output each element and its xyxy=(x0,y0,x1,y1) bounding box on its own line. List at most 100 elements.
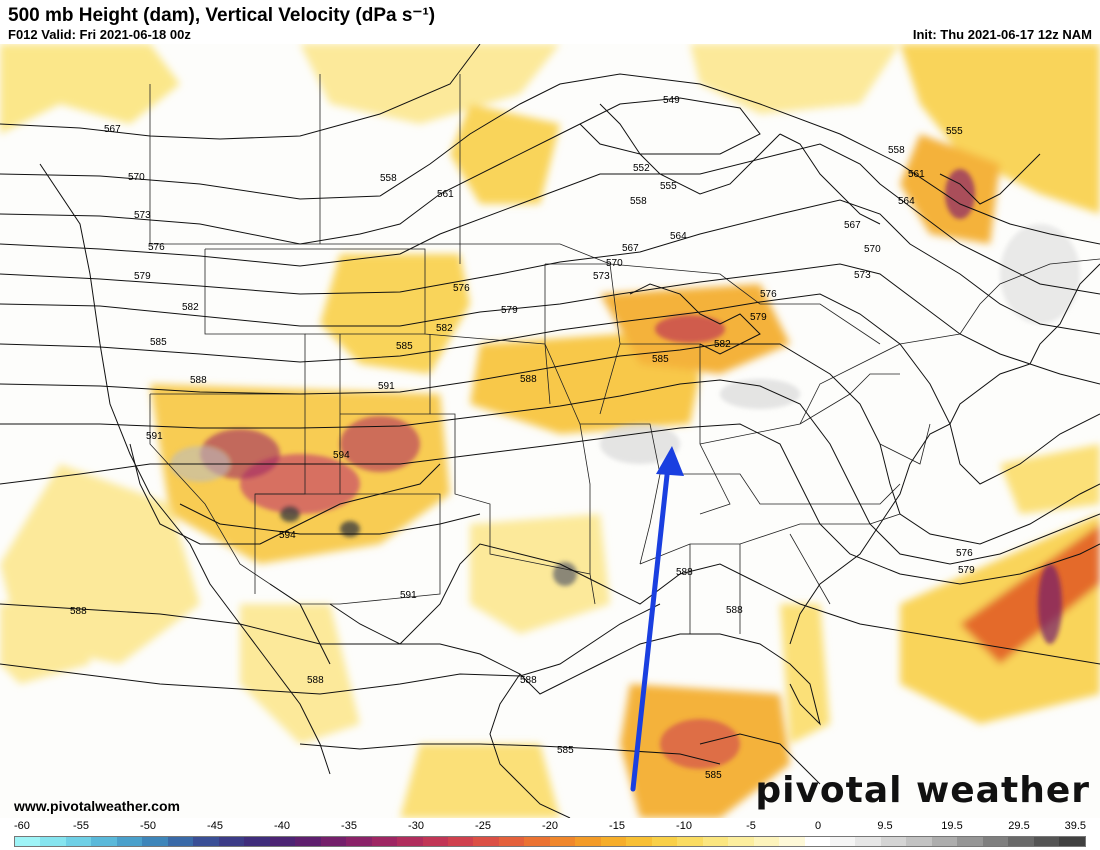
contour-label: 588 xyxy=(520,374,537,385)
contour-label: 591 xyxy=(400,590,417,601)
contour-label: 564 xyxy=(670,231,687,242)
contour-label: 579 xyxy=(501,305,518,316)
contour-label: 576 xyxy=(148,242,165,253)
height-contours xyxy=(0,44,1100,765)
colorbar-swatch xyxy=(1059,837,1085,846)
contour-label: 588 xyxy=(307,675,324,686)
contour-label: 576 xyxy=(760,289,777,300)
colorbar-swatch xyxy=(218,837,245,846)
website-link[interactable]: www.pivotalweather.com xyxy=(14,798,180,814)
contour-label: 561 xyxy=(908,169,925,180)
contour-label: 588 xyxy=(190,375,207,386)
colorbar-swatch xyxy=(15,837,41,846)
colorbar-swatch xyxy=(779,837,805,846)
colorbar xyxy=(14,836,1086,847)
colorbar-tick-label: -5 xyxy=(746,820,756,832)
contour-label: 567 xyxy=(622,243,639,254)
colorbar-swatch xyxy=(320,837,347,846)
contour-label: 588 xyxy=(520,675,537,686)
colorbar-ticks: -60 -55 -50 -45 -40 -35 -30 -25 -20 -15 -10 -5 0 9.5 1… xyxy=(14,820,1086,834)
velocity-core-shading xyxy=(170,169,1080,769)
colorbar-swatch xyxy=(295,837,321,846)
contour-label: 558 xyxy=(630,196,647,207)
colorbar-tick-label: 19.5 xyxy=(941,820,963,832)
contour-label: 561 xyxy=(437,189,454,200)
annotation-arrow xyxy=(630,446,684,792)
colorbar-swatch xyxy=(702,837,729,846)
colorbar-swatch xyxy=(193,837,219,846)
colorbar-tick-label: -45 xyxy=(207,820,223,832)
colorbar-swatch xyxy=(549,837,576,846)
contour-label: 576 xyxy=(453,283,470,294)
contour-label: 576 xyxy=(956,548,973,559)
contour-label: 570 xyxy=(606,258,623,269)
colorbar-tick-label: -25 xyxy=(475,820,491,832)
contour-label: 579 xyxy=(958,565,975,576)
contour-label: 573 xyxy=(134,210,151,221)
colorbar-swatch xyxy=(931,837,958,846)
contour-label: 582 xyxy=(436,323,453,334)
contour-label: 555 xyxy=(660,181,677,192)
contour-label: 579 xyxy=(134,271,151,282)
colorbar-swatch xyxy=(1033,837,1060,846)
colorbar-swatch xyxy=(397,837,423,846)
colorbar-tick-label: -40 xyxy=(274,820,290,832)
colorbar-swatch xyxy=(116,837,143,846)
colorbar-tick-label: 0 xyxy=(814,820,822,832)
colorbar-swatch xyxy=(91,837,117,846)
colorbar-tick-label: -20 xyxy=(542,820,558,832)
colorbar-swatch xyxy=(906,837,932,846)
colorbar-swatch xyxy=(600,837,627,846)
map-title: 500 mb Height (dam), Vertical Velocity (… xyxy=(8,5,436,26)
contour-label: 558 xyxy=(380,173,397,184)
coastlines xyxy=(39,103,1100,818)
colorbar-swatch xyxy=(65,837,92,846)
colorbar-swatch xyxy=(982,837,1009,846)
colorbar-swatch xyxy=(804,837,830,846)
contour-label: 588 xyxy=(70,606,87,617)
colorbar-swatch xyxy=(40,837,66,846)
colorbar-swatch xyxy=(371,837,398,846)
weather-map: 549 552 555 555 558 558 558 561 561 564 … xyxy=(0,44,1100,818)
colorbar-tick-label: -50 xyxy=(140,820,156,832)
colorbar-tick-label: 29.5 xyxy=(1008,820,1030,832)
colorbar-tick-label: -60 xyxy=(14,820,30,832)
colorbar-swatch xyxy=(422,837,448,846)
colorbar-swatch xyxy=(244,837,270,846)
contour-label: 585 xyxy=(396,341,413,352)
contour-label: 585 xyxy=(557,745,574,756)
state-boundaries xyxy=(149,74,1100,634)
contour-label: 555 xyxy=(946,126,963,137)
contour-label: 573 xyxy=(854,270,871,281)
colorbar-swatch xyxy=(626,837,652,846)
map-svg: 549 552 555 555 558 558 558 561 561 564 … xyxy=(0,44,1100,818)
colorbar-swatch xyxy=(830,837,856,846)
colorbar-swatch xyxy=(855,837,881,846)
colorbar-tick-label: 9.5 xyxy=(877,820,893,832)
colorbar-tick-label: -15 xyxy=(609,820,625,832)
contour-label: 564 xyxy=(898,196,915,207)
colorbar-swatch xyxy=(651,837,678,846)
contour-label: 567 xyxy=(104,124,121,135)
contour-label: 591 xyxy=(378,381,395,392)
contour-label: 585 xyxy=(150,337,167,348)
colorbar-tick-label: -10 xyxy=(676,820,692,832)
colorbar-swatch xyxy=(524,837,550,846)
contour-label: 585 xyxy=(705,770,722,781)
colorbar-tick-label: -30 xyxy=(408,820,424,832)
contour-label: 549 xyxy=(663,95,680,106)
contour-label: 588 xyxy=(726,605,743,616)
contour-label: 585 xyxy=(652,354,669,365)
colorbar-swatch xyxy=(728,837,754,846)
colorbar-swatch xyxy=(167,837,194,846)
colorbar-swatch xyxy=(269,837,296,846)
colorbar-swatch xyxy=(880,837,907,846)
contour-label: 570 xyxy=(128,172,145,183)
colorbar-swatch xyxy=(447,837,474,846)
contour-label: 579 xyxy=(750,312,767,323)
contour-label: 567 xyxy=(844,220,861,231)
colorbar-swatch xyxy=(575,837,601,846)
colorbar-swatch xyxy=(346,837,372,846)
colorbar-swatch xyxy=(1008,837,1034,846)
init-time: Init: Thu 2021-06-17 12z NAM xyxy=(912,27,1092,42)
